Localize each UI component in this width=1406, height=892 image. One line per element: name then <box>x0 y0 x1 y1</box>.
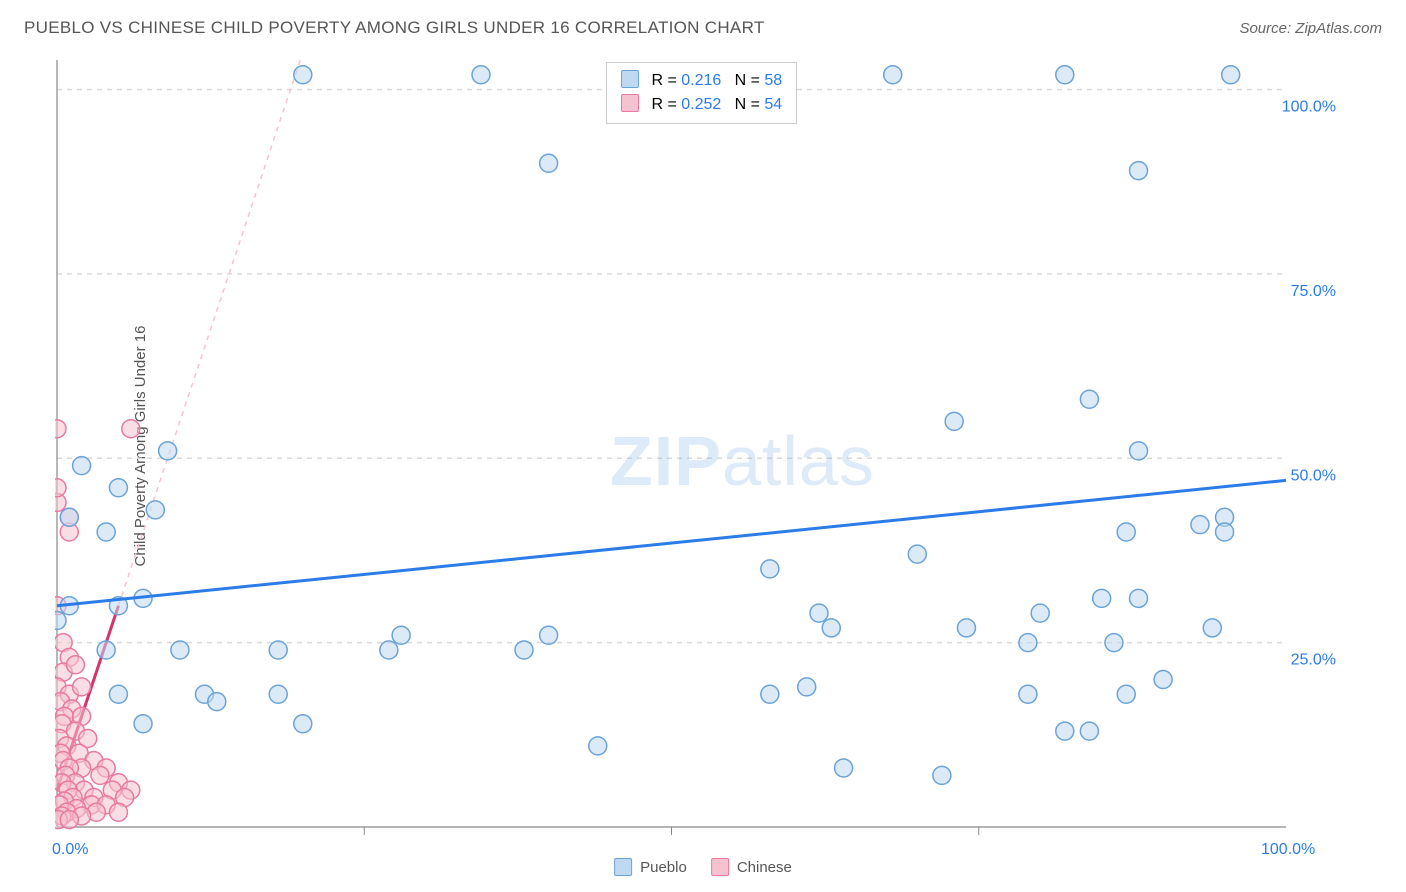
r-label: R = <box>647 72 681 89</box>
scatter-point <box>97 523 115 541</box>
scatter-point <box>1019 685 1037 703</box>
scatter-point <box>1105 634 1123 652</box>
scatter-point <box>1203 619 1221 637</box>
chart-title: PUEBLO VS CHINESE CHILD POVERTY AMONG GI… <box>24 18 765 38</box>
scatter-point <box>761 560 779 578</box>
scatter-point <box>798 678 816 696</box>
r-value: 0.252 <box>681 96 721 113</box>
scatter-point <box>171 641 189 659</box>
scatter-point <box>1130 442 1148 460</box>
stats-box: R = 0.216 N = 58 R = 0.252 N = 54 <box>606 62 797 124</box>
scatter-point <box>540 154 558 172</box>
scatter-point <box>60 811 78 829</box>
scatter-point <box>1056 66 1074 84</box>
scatter-point <box>1056 722 1074 740</box>
legend-label: Chinese <box>737 859 792 876</box>
header: PUEBLO VS CHINESE CHILD POVERTY AMONG GI… <box>24 18 1382 38</box>
stats-row: R = 0.252 N = 54 <box>621 93 782 117</box>
scatter-point <box>589 737 607 755</box>
legend: Pueblo Chinese <box>614 858 792 876</box>
y-tick-label: 25.0% <box>1291 652 1336 669</box>
scatter-point <box>1130 162 1148 180</box>
scatter-point <box>835 759 853 777</box>
scatter-point <box>1154 671 1172 689</box>
scatter-point <box>134 715 152 733</box>
scatter-point <box>1019 634 1037 652</box>
legend-item: Pueblo <box>614 858 687 876</box>
scatter-point <box>1216 523 1234 541</box>
scatter-point <box>1191 516 1209 534</box>
scatter-point <box>269 641 287 659</box>
scatter-point <box>1031 604 1049 622</box>
chart-area: 25.0%50.0%75.0%100.0% ZIPatlas R = 0.216… <box>55 55 1341 837</box>
scatter-point <box>1222 66 1240 84</box>
stats-row: R = 0.216 N = 58 <box>621 69 782 93</box>
y-tick-label: 50.0% <box>1291 467 1336 484</box>
scatter-point <box>810 604 828 622</box>
scatter-point <box>109 803 127 821</box>
scatter-point <box>957 619 975 637</box>
scatter-chart: 25.0% 50.0% 75.0% 100.0% <box>55 55 1341 837</box>
scatter-point <box>55 479 66 497</box>
n-value: 54 <box>764 96 782 113</box>
scatter-point <box>109 479 127 497</box>
scatter-point <box>208 693 226 711</box>
scatter-point <box>122 420 140 438</box>
scatter-point <box>945 412 963 430</box>
scatter-point <box>1117 685 1135 703</box>
scatter-point <box>269 685 287 703</box>
scatter-point <box>73 457 91 475</box>
n-label: N = <box>721 96 764 113</box>
n-value: 58 <box>764 72 782 89</box>
r-label: R = <box>647 96 681 113</box>
source-label: Source: ZipAtlas.com <box>1239 20 1382 37</box>
r-value: 0.216 <box>681 72 721 89</box>
scatter-point <box>294 715 312 733</box>
scatter-point <box>472 66 490 84</box>
scatter-point <box>761 685 779 703</box>
scatter-point <box>66 656 84 674</box>
scatter-point <box>159 442 177 460</box>
y-tick-label: 75.0% <box>1291 283 1336 300</box>
legend-label: Pueblo <box>640 859 687 876</box>
scatter-point <box>908 545 926 563</box>
scatter-point <box>933 766 951 784</box>
n-label: N = <box>721 72 764 89</box>
stats-swatch <box>621 94 639 112</box>
legend-item: Chinese <box>711 858 792 876</box>
scatter-point <box>73 678 91 696</box>
scatter-point <box>294 66 312 84</box>
scatter-point <box>380 641 398 659</box>
y-tick-label: 100.0% <box>1282 99 1336 116</box>
scatter-point <box>55 612 66 630</box>
scatter-point <box>540 626 558 644</box>
scatter-point <box>1093 589 1111 607</box>
scatter-point <box>91 766 109 784</box>
scatter-point <box>1080 722 1098 740</box>
scatter-point <box>55 420 66 438</box>
scatter-point <box>97 641 115 659</box>
scatter-point <box>1117 523 1135 541</box>
x-tick-label-max: 100.0% <box>1261 841 1315 859</box>
scatter-point <box>1130 589 1148 607</box>
scatter-point <box>515 641 533 659</box>
stats-swatch <box>621 70 639 88</box>
legend-swatch <box>711 858 729 876</box>
legend-swatch <box>614 858 632 876</box>
scatter-point <box>60 508 78 526</box>
scatter-point <box>146 501 164 519</box>
scatter-point <box>392 626 410 644</box>
x-tick-label-min: 0.0% <box>52 841 88 859</box>
scatter-point <box>822 619 840 637</box>
scatter-point <box>884 66 902 84</box>
scatter-point <box>1080 390 1098 408</box>
scatter-point <box>109 685 127 703</box>
